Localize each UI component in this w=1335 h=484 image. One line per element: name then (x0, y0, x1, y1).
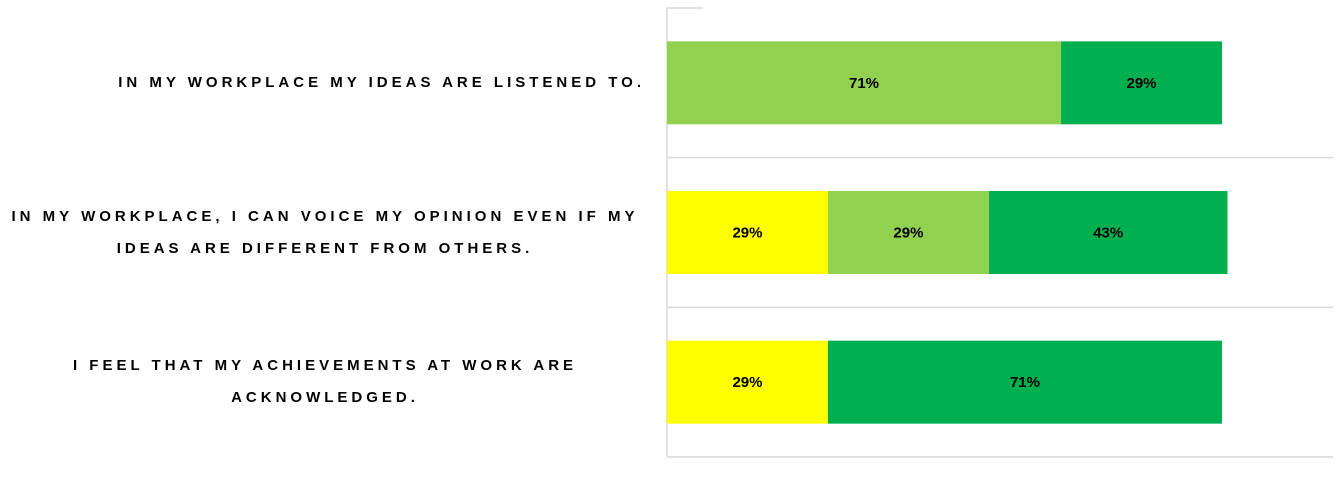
bar-segment (827, 191, 989, 274)
category-label: IN MY WORKPLACE, I CAN VOICE MY OPINION … (0, 201, 645, 265)
bar-segment (988, 191, 1228, 274)
bar-segment (667, 340, 828, 424)
data-label: 71% (1010, 374, 1040, 391)
bar-segment (667, 41, 1062, 125)
category-text: IN MY WORKPLACE, I CAN VOICE MY OPINION … (11, 207, 639, 257)
data-label: 29% (732, 224, 762, 241)
category-label: I FEEL THAT MY ACHIEVEMENTS AT WORK ARE … (0, 350, 645, 414)
category-text: I FEEL THAT MY ACHIEVEMENTS AT WORK ARE … (72, 357, 578, 407)
category-label: IN MY WORKPLACE MY IDEAS ARE LISTENED TO… (0, 67, 645, 99)
data-label: 29% (893, 224, 923, 241)
data-label: 43% (1093, 224, 1123, 241)
data-label: 29% (732, 374, 762, 391)
data-label: 71% (849, 75, 879, 92)
bar-segment (667, 191, 828, 274)
bar-segment (1061, 41, 1222, 125)
category-text: IN MY WORKPLACE MY IDEAS ARE LISTENED TO… (118, 73, 645, 91)
data-label: 29% (1127, 75, 1157, 92)
bar-segment (827, 340, 1222, 424)
